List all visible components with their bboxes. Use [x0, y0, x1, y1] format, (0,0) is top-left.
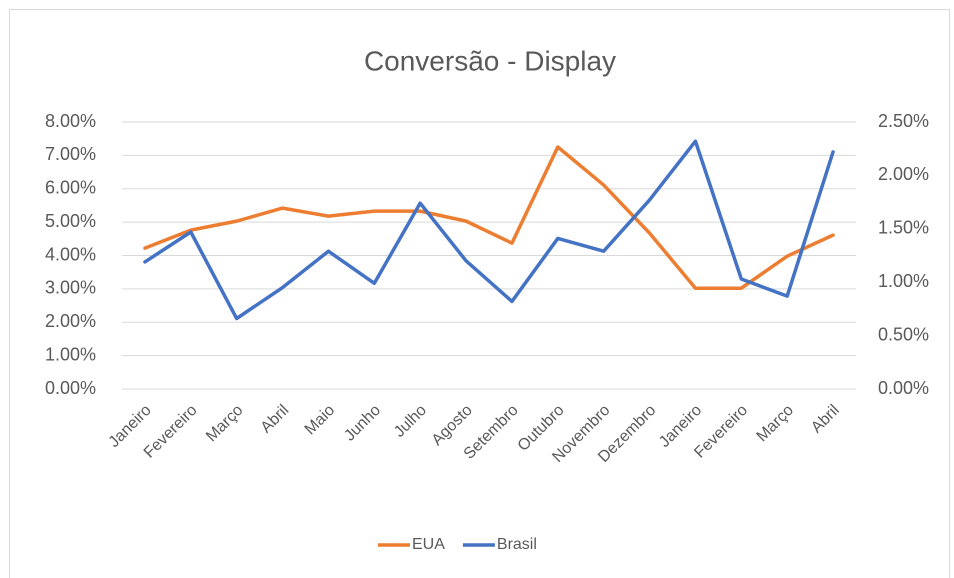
- y-tick-label: 4.00%: [45, 244, 96, 264]
- y2-tick-label: 2.00%: [878, 164, 929, 184]
- y2-tick-label: 1.00%: [878, 271, 929, 291]
- series-line: [143, 139, 835, 321]
- legend-label: Brasil: [497, 536, 537, 553]
- y-tick-label: 8.00%: [45, 111, 96, 131]
- y-tick-label: 6.00%: [45, 178, 96, 198]
- y-tick-label: 5.00%: [45, 211, 96, 231]
- y-tick-label: 0.00%: [45, 378, 96, 398]
- series-line: [143, 145, 835, 290]
- y-tick-label: 3.00%: [45, 278, 96, 298]
- chart-title: Conversão - Display: [364, 45, 616, 76]
- chart-border: [9, 9, 950, 578]
- legend-label: EUA: [412, 536, 445, 553]
- y2-tick-label: 0.50%: [878, 324, 929, 344]
- y-tick-label: 7.00%: [45, 144, 96, 164]
- y2-tick-label: 2.50%: [878, 111, 929, 131]
- y2-tick-label: 0.00%: [878, 378, 929, 398]
- y-tick-label: 1.00%: [45, 344, 96, 364]
- y-tick-label: 2.00%: [45, 311, 96, 331]
- y2-tick-label: 1.50%: [878, 218, 929, 238]
